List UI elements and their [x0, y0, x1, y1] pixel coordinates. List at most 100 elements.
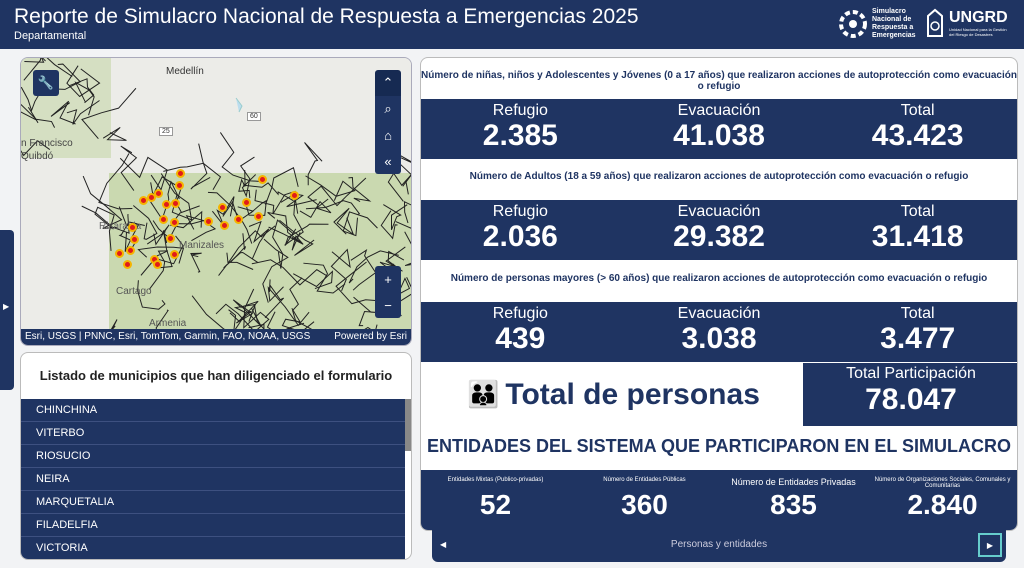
stats-band: Refugio 2.036 Evacuación 29.382 Total 31.418	[421, 200, 1017, 260]
basemap	[21, 58, 411, 345]
page-title: Reporte de Simulacro Nacional de Respues…	[14, 5, 639, 28]
zoom-out-button[interactable]: −	[375, 292, 401, 318]
home-button[interactable]: ⌂	[375, 122, 401, 148]
stat-value: 439	[495, 322, 546, 355]
municipio-marker[interactable]	[170, 250, 179, 259]
stat-label: Evacuación	[677, 102, 761, 119]
stat-label: Refugio	[492, 305, 548, 322]
zoom-in-button[interactable]: +	[375, 266, 401, 292]
municipio-marker[interactable]	[123, 260, 132, 269]
powered-by-link[interactable]: Powered by Esri	[334, 331, 407, 342]
stat-label: Total	[900, 203, 935, 220]
stat-value: 3.038	[681, 322, 757, 355]
total-stat: Total 43.423	[818, 99, 1017, 159]
list-item[interactable]: RIOSUCIO	[21, 445, 405, 468]
total-stat: Total 3.477	[818, 302, 1017, 362]
municipio-marker[interactable]	[220, 221, 229, 230]
municipio-marker[interactable]	[258, 175, 267, 184]
municipio-marker[interactable]	[218, 203, 227, 212]
municipio-marker[interactable]	[204, 217, 213, 226]
list-item[interactable]: VITERBO	[21, 422, 405, 445]
municipio-marker[interactable]	[290, 191, 299, 200]
map-label: Armenia	[149, 318, 187, 329]
question-text: Número de Adultos (18 a 59 años) que rea…	[469, 171, 969, 182]
stat-value: 43.423	[871, 119, 964, 152]
header: Reporte de Simulacro Nacional de Respues…	[0, 0, 1024, 49]
municipio-marker[interactable]	[128, 223, 137, 232]
search-button[interactable]: ⌕	[375, 96, 401, 122]
municipio-marker[interactable]	[170, 218, 179, 227]
entity-label: Número de Entidades Públicas	[603, 477, 686, 483]
stat-label: Refugio	[492, 203, 548, 220]
list-item[interactable]: MARQUETALIA	[21, 491, 405, 514]
entity-label: Número de Organizaciones Sociales, Comun…	[874, 477, 1011, 489]
next-page-button[interactable]: ▶	[978, 533, 1002, 557]
entity-value: 52	[479, 489, 512, 520]
municipio-marker[interactable]	[139, 196, 148, 205]
list-item[interactable]: VICTORIA	[21, 537, 405, 559]
family-icon: 👪	[467, 379, 500, 409]
municipio-marker[interactable]	[175, 181, 184, 190]
municipio-marker[interactable]	[126, 246, 135, 255]
question-text: Número de personas mayores (> 60 años) q…	[450, 273, 988, 284]
stat-value: 3.477	[880, 322, 956, 355]
stat-value: 29.382	[673, 220, 765, 253]
stat-value: 2.036	[482, 220, 558, 253]
stat-value: 2.385	[482, 119, 558, 152]
refugio-stat: Refugio 439	[421, 302, 620, 362]
road-shield: 25	[159, 127, 173, 136]
stat-label: Total	[900, 102, 935, 119]
collapse-up-button[interactable]: ⌃	[375, 70, 401, 96]
municipio-marker[interactable]	[234, 215, 243, 224]
refugio-stat: Refugio 2.036	[421, 200, 620, 260]
municipio-marker[interactable]	[162, 200, 171, 209]
entity-stat: Número de Entidades Públicas 360	[570, 470, 719, 530]
entity-stat: Entidades Mixtas (Publico-privadas) 52	[421, 470, 570, 530]
entities-title: ENTIDADES DEL SISTEMA QUE PARTICIPARON E…	[426, 436, 1012, 456]
entity-stat: Número de Entidades Privadas 835	[719, 470, 868, 530]
stat-value: 41.038	[673, 119, 765, 152]
entity-value: 835	[770, 489, 817, 520]
municipio-marker[interactable]	[154, 189, 163, 198]
municipio-marker[interactable]	[254, 212, 263, 221]
map-label: Manizales	[179, 240, 225, 251]
prev-page-button[interactable]: ◀	[440, 540, 447, 549]
map-label: n Francisco	[21, 138, 73, 149]
stat-label: Evacuación	[677, 305, 761, 322]
evacuacion-stat: Evacuación 29.382	[620, 200, 819, 260]
page-subtitle: Departamental	[14, 30, 87, 42]
municipio-marker[interactable]	[176, 169, 185, 178]
municipio-marker[interactable]	[166, 234, 175, 243]
municipio-marker[interactable]	[130, 235, 139, 244]
list-title: Listado de municipios que han diligencia…	[39, 368, 393, 383]
refugio-stat: Refugio 2.385	[421, 99, 620, 159]
municipio-marker[interactable]	[159, 215, 168, 224]
ungrd-logo: UNGRD Unidad Nacional para la Gestión del…	[925, 8, 1009, 38]
stats-band: Refugio 2.385 Evacuación 41.038 Total 43.423	[421, 99, 1017, 159]
municipio-marker[interactable]	[153, 260, 162, 269]
page-navigator: ◀ Personas y entidades ▶	[432, 530, 1006, 562]
entity-value: 360	[621, 489, 668, 520]
list-scrollbar[interactable]	[405, 399, 411, 451]
collapse-button[interactable]: «	[375, 148, 401, 174]
stat-label: Total	[900, 305, 935, 322]
tools-wrench-button[interactable]: 🔧	[33, 70, 59, 96]
map-label: Risaralda	[99, 221, 142, 232]
map-view[interactable]: Medellín n Francisco Quibdó Risaralda Ma…	[20, 57, 412, 346]
list-item[interactable]: CHINCHINA	[21, 399, 405, 422]
road-shield: 60	[247, 112, 261, 121]
entity-value: 2.840	[907, 489, 978, 520]
stat-label: Refugio	[492, 102, 548, 119]
stats-panel: Número de niñas, niños y Adolescentes y …	[420, 57, 1018, 531]
municipio-marker[interactable]	[171, 199, 180, 208]
side-panel-toggle[interactable]: ▶	[0, 230, 14, 390]
municipio-marker[interactable]	[147, 193, 156, 202]
list-item[interactable]: FILADELFIA	[21, 514, 405, 537]
stats-band: Refugio 439 Evacuación 3.038 Total 3.477	[421, 302, 1017, 362]
municipio-marker[interactable]	[242, 198, 251, 207]
stat-value: 31.418	[871, 220, 964, 253]
list-item[interactable]: NEIRA	[21, 468, 405, 491]
total-participacion: Total Participación 78.047	[803, 363, 1017, 426]
map-label: Quibdó	[21, 151, 54, 162]
municipio-marker[interactable]	[115, 249, 124, 258]
